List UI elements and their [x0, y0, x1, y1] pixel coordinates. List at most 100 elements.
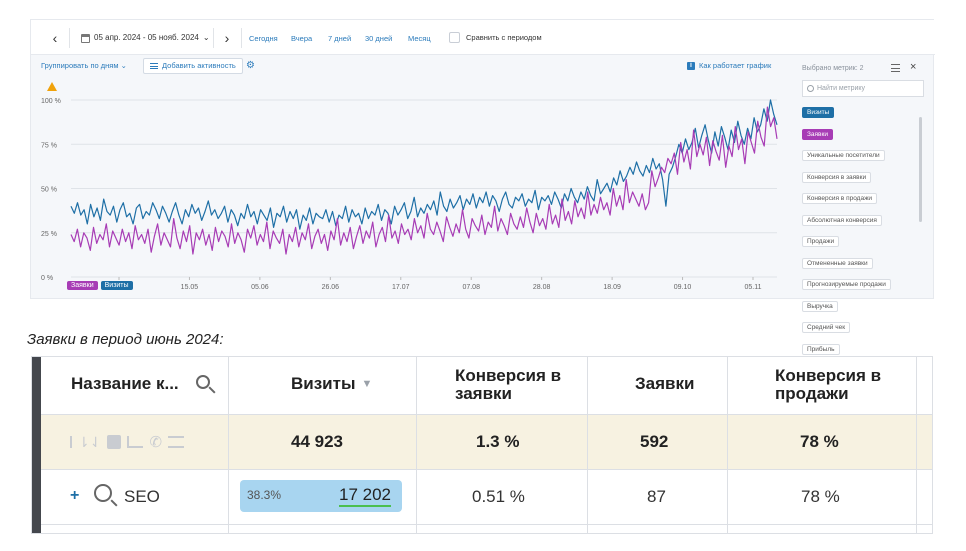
column-header-conv-leads[interactable]: Конверсия в заявки	[455, 367, 575, 403]
column-header-name[interactable]: Название к...	[71, 375, 179, 393]
table-total-row	[41, 415, 932, 470]
search-icon[interactable]	[94, 484, 112, 502]
visits-share-percent: 38.3%	[247, 488, 282, 502]
prev-period-button[interactable]: ‹	[52, 30, 58, 46]
warning-icon[interactable]	[47, 82, 57, 91]
metric-tag[interactable]: Конверсия в заявки	[802, 171, 872, 183]
table-row[interactable]	[41, 470, 932, 525]
metric-search-input[interactable]: Найти метрику	[802, 80, 924, 97]
gear-icon[interactable]: ⚙	[246, 60, 255, 71]
date-range-picker[interactable]: 05 апр. 2024 - 05 нояб. 2024 ⌄	[75, 27, 216, 49]
analytics-panel: ‹ 05 апр. 2024 - 05 нояб. 2024 ⌄ › Сегод…	[30, 19, 935, 376]
y-tick-label: 0 %	[41, 275, 53, 282]
close-icon[interactable]: ×	[910, 61, 917, 73]
x-tick-label: 09.10	[674, 284, 692, 291]
info-icon: i	[687, 61, 695, 70]
row-conv-leads: 0.51 %	[472, 487, 525, 506]
divider	[69, 28, 70, 48]
metric-tag[interactable]: Отмененные заявки	[802, 257, 873, 269]
metric-tag[interactable]: Абсолютная конверсия	[802, 214, 882, 226]
row-leads: 87	[647, 487, 666, 506]
metric-tag[interactable]: Уникальные посетители	[802, 150, 885, 161]
compare-period-toggle[interactable]: Сравнить с периодом	[449, 32, 542, 43]
expand-row-button[interactable]: +	[70, 487, 80, 504]
column-divider	[587, 357, 588, 533]
list-icon[interactable]	[168, 436, 185, 448]
chart-legend: Заявки Визиты	[67, 281, 133, 290]
table-left-bar	[32, 357, 41, 533]
next-period-button[interactable]: ›	[224, 30, 230, 46]
period-yesterday[interactable]: Вчера	[291, 34, 313, 43]
search-icon[interactable]	[196, 375, 210, 389]
compare-checkbox[interactable]	[449, 32, 460, 43]
legend-item-leads[interactable]: Заявки	[67, 281, 98, 290]
metric-tag[interactable]: Выручка	[802, 300, 838, 312]
series-line-visits[interactable]	[70, 99, 778, 230]
row-name[interactable]: SEO	[124, 487, 160, 506]
group-by-dropdown[interactable]: Группировать по дням ⌄	[41, 61, 127, 70]
metric-tag[interactable]: Продажи	[802, 236, 840, 247]
column-header-visits[interactable]: Визиты ▼	[291, 375, 372, 393]
sort-icon[interactable]: ⇂⇃	[78, 433, 102, 450]
sort-desc-icon: ▼	[361, 378, 373, 390]
row-tools: ⇂⇃ ✆	[70, 433, 185, 451]
period-today[interactable]: Сегодня	[249, 34, 278, 43]
row-visits[interactable]: 17 202	[339, 485, 391, 507]
column-divider	[416, 357, 417, 533]
period-7-days[interactable]: 7 дней	[328, 34, 352, 43]
y-tick-label: 100 %	[41, 98, 61, 105]
column-divider	[228, 357, 229, 533]
add-activity-label: Добавить активность	[162, 61, 236, 70]
metrics-scrollbar[interactable]	[919, 117, 922, 222]
metric-tag[interactable]: Прогнозируемые продажи	[802, 279, 891, 290]
metric-tag[interactable]: Конверсия в продажи	[802, 193, 878, 204]
y-tick-label: 25 %	[41, 231, 57, 238]
total-visits: 44 923	[291, 432, 343, 451]
column-header-conv-sales[interactable]: Конверсия в продажи	[775, 367, 905, 403]
metric-tag[interactable]: Прибыль	[802, 343, 840, 355]
period-30-days[interactable]: 30 дней	[365, 34, 393, 43]
x-tick-label: 17.07	[392, 284, 410, 291]
metric-tag[interactable]: Визиты	[802, 107, 835, 118]
column-header-visits-label: Визиты	[291, 374, 356, 393]
section-caption: Заявки в период июнь 2024:	[27, 331, 224, 348]
area-chart-icon[interactable]	[127, 436, 144, 448]
column-divider	[727, 357, 728, 533]
group-by-label: Группировать по дням	[41, 61, 119, 70]
list-view-icon[interactable]	[891, 64, 900, 72]
date-range-text: 05 апр. 2024 - 05 нояб. 2024	[94, 33, 199, 42]
divider	[241, 28, 242, 48]
y-tick-label: 75 %	[41, 142, 57, 149]
column-header-leads[interactable]: Заявки	[635, 375, 694, 393]
x-tick-label: 18.09	[603, 284, 621, 291]
divider	[213, 28, 214, 48]
table-header-row	[41, 357, 932, 415]
chevron-down-icon: ⌄	[202, 33, 210, 42]
metric-tag[interactable]: Заявки	[802, 128, 833, 140]
report-table	[31, 356, 933, 534]
add-activity-button[interactable]: Добавить активность	[143, 58, 243, 74]
total-leads: 592	[640, 432, 669, 451]
x-tick-label: 05.06	[251, 284, 269, 291]
series-line-leads[interactable]	[70, 106, 778, 255]
how-chart-works-label: Как работает график	[699, 61, 772, 70]
bar-icon[interactable]	[70, 436, 72, 448]
x-tick-label: 26.06	[322, 284, 340, 291]
selected-metrics-count: Выбрано метрик: 2	[802, 65, 864, 72]
column-header-leads-label: Заявки	[635, 374, 695, 393]
list-icon	[150, 63, 158, 69]
phone-icon[interactable]: ✆	[149, 434, 163, 451]
period-month[interactable]: Месяц	[408, 34, 431, 43]
square-icon[interactable]	[107, 435, 122, 449]
metrics-panel: Выбрано метрик: 2 × Найти метрику Визиты…	[795, 55, 935, 376]
column-header-conv-leads-label: Конверсия в заявки	[455, 366, 562, 403]
x-tick-label: 07.08	[462, 284, 480, 291]
row-conv-sales: 78 %	[801, 487, 840, 506]
metric-tag[interactable]: Средний чек	[802, 322, 851, 333]
legend-item-visits[interactable]: Визиты	[100, 281, 133, 290]
y-tick-label: 50 %	[41, 187, 57, 194]
line-chart: 100 %75 %50 %25 %0 %24.0415.0505.0626.06…	[31, 80, 795, 300]
x-tick-label: 15.05	[181, 284, 199, 291]
how-chart-works-link[interactable]: i Как работает график	[687, 61, 771, 70]
x-tick-label: 28.08	[533, 284, 551, 291]
